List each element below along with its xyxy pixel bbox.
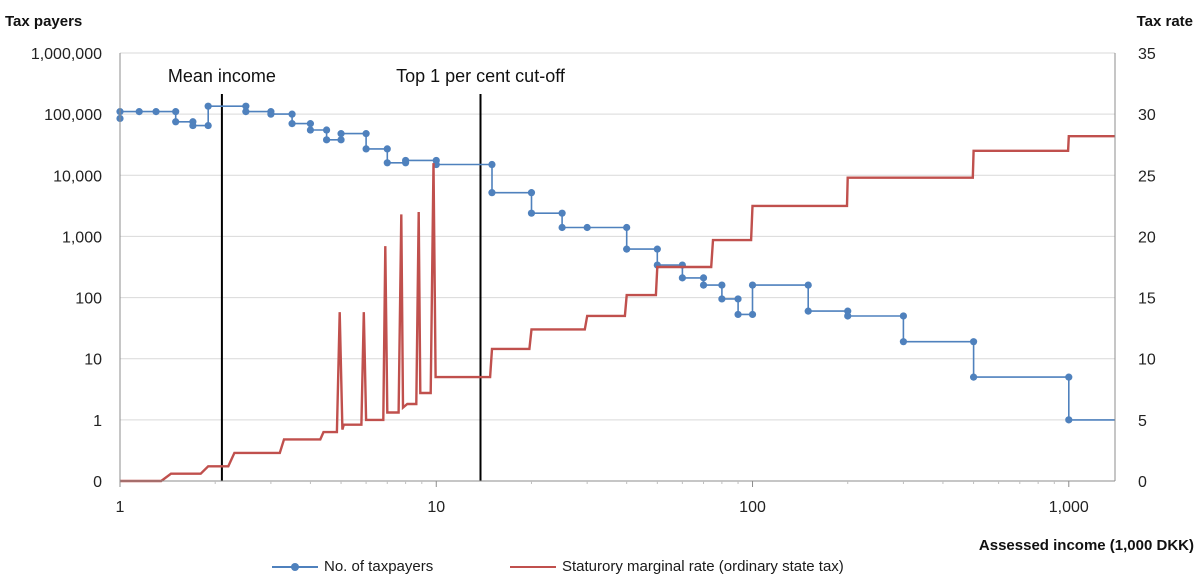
taxpayers-data-point (402, 156, 410, 165)
taxpayers-data-point (488, 160, 496, 169)
taxpayers-data-point (306, 120, 315, 128)
y-left-tick-label: 10 (84, 352, 102, 369)
x-tick-label: 1,000 (1049, 499, 1089, 516)
legend-swatch-taxpayers (272, 561, 318, 573)
legend-label-taxpayers: No. of taxpayers (324, 558, 434, 575)
taxpayers-data-point (844, 312, 852, 320)
taxpayers-data-point (172, 108, 180, 116)
x-tick-label: 1 (116, 499, 125, 516)
gridlines (120, 52, 1115, 421)
taxpayers-data-point (527, 189, 536, 197)
taxpayers-data-point (678, 274, 686, 282)
taxpayers-data-point (204, 121, 212, 130)
legend: No. of taxpayers Staturory marginal rate… (0, 558, 1200, 579)
y-right-tick-label: 35 (1138, 46, 1156, 63)
x-axis-title: Assessed income (1,000 DKK) (979, 537, 1194, 554)
taxpayers-data-point (969, 373, 978, 381)
taxpayers-data-point (288, 120, 296, 128)
y-right-tick-label: 15 (1138, 291, 1156, 308)
taxpayers-data-point (623, 245, 631, 253)
annotation-label: Mean income (168, 66, 276, 86)
taxpayers-data-point (558, 223, 566, 232)
y-right-tick-label: 0 (1138, 474, 1147, 491)
taxpayers-data-point (899, 312, 908, 320)
y-left-tick-label: 100,000 (44, 107, 102, 124)
taxpayers-data-point (189, 121, 197, 130)
left-axis-title: Tax payers (5, 13, 82, 30)
chart: Mean income Top 1 per cent cut-off 011010… (5, 13, 1194, 554)
series-layer (116, 102, 1115, 483)
y-right-tick-label: 10 (1138, 352, 1156, 369)
x-tick-label: 100 (739, 499, 766, 516)
right-axis-title: Tax rate (1137, 13, 1193, 30)
taxpayers-data-point (748, 310, 757, 319)
taxpayers-data-point (734, 310, 742, 319)
series-line-taxpayers (119, 105, 1115, 421)
taxpayers-data-point (718, 281, 726, 289)
y-left-tick-label: 0 (93, 474, 102, 491)
taxpayers-data-point (1065, 373, 1073, 381)
taxpayers-data-point (718, 295, 726, 303)
taxpayers-data-point (322, 136, 331, 144)
taxpayers-data-point (804, 307, 812, 315)
y-left-tick-label: 1 (93, 413, 102, 430)
taxpayers-data-point (488, 189, 496, 197)
taxpayers-data-point (204, 102, 212, 110)
y-right-tick-label: 5 (1138, 413, 1147, 430)
taxpayers-data-point (172, 118, 180, 126)
taxpayers-data-point (699, 274, 708, 282)
taxpayers-data-point (1065, 416, 1073, 424)
taxpayers-data-point (288, 110, 296, 118)
taxpayers-data-point (734, 295, 742, 303)
taxpayers-data-point (362, 145, 370, 153)
taxpayers-data-point (322, 126, 331, 134)
taxpayers-data-point (267, 110, 275, 118)
annotation-label: Top 1 per cent cut-off (396, 66, 566, 86)
axes: 01101001,00010,000100,0001,000,000051015… (31, 46, 1156, 516)
taxpayers-data-point (899, 338, 908, 346)
taxpayers-data-point (337, 130, 345, 138)
legend-label-marginal-rate: Staturory marginal rate (ordinary state … (562, 558, 844, 575)
taxpayers-data-point (653, 245, 661, 253)
taxpayers-data-point (337, 136, 345, 144)
taxpayers-data-point (135, 108, 143, 116)
legend-swatch-marginal-rate (510, 561, 556, 573)
taxpayers-data-point (152, 108, 160, 116)
taxpayers-data-point (623, 223, 631, 232)
y-left-tick-label: 1,000,000 (31, 46, 102, 63)
taxpayers-data-point (527, 209, 536, 217)
y-right-tick-label: 30 (1138, 107, 1156, 124)
taxpayers-data-point (306, 126, 315, 134)
taxpayers-data-point (558, 209, 566, 217)
taxpayers-data-point (969, 338, 978, 346)
taxpayers-data-point (362, 130, 370, 138)
legend-item-marginal-rate: Staturory marginal rate (ordinary state … (510, 558, 844, 575)
y-left-tick-label: 10,000 (53, 168, 102, 185)
series-line-marginal-rate (120, 134, 1115, 483)
taxpayers-data-point (242, 108, 250, 116)
legend-item-taxpayers: No. of taxpayers (272, 558, 433, 575)
y-left-tick-label: 100 (75, 291, 102, 308)
taxpayers-data-point (699, 281, 708, 289)
x-tick-label: 10 (427, 499, 445, 516)
taxpayers-data-point (804, 281, 812, 289)
y-right-tick-label: 25 (1138, 168, 1156, 185)
taxpayers-data-point (583, 223, 591, 232)
taxpayers-data-point (383, 145, 391, 153)
annotation-lines: Mean income Top 1 per cent cut-off (168, 66, 566, 481)
y-left-tick-label: 1,000 (62, 229, 102, 246)
y-right-tick-label: 20 (1138, 229, 1156, 246)
taxpayers-data-point (383, 159, 391, 167)
taxpayers-data-point (242, 102, 250, 110)
taxpayers-data-point (748, 281, 757, 289)
